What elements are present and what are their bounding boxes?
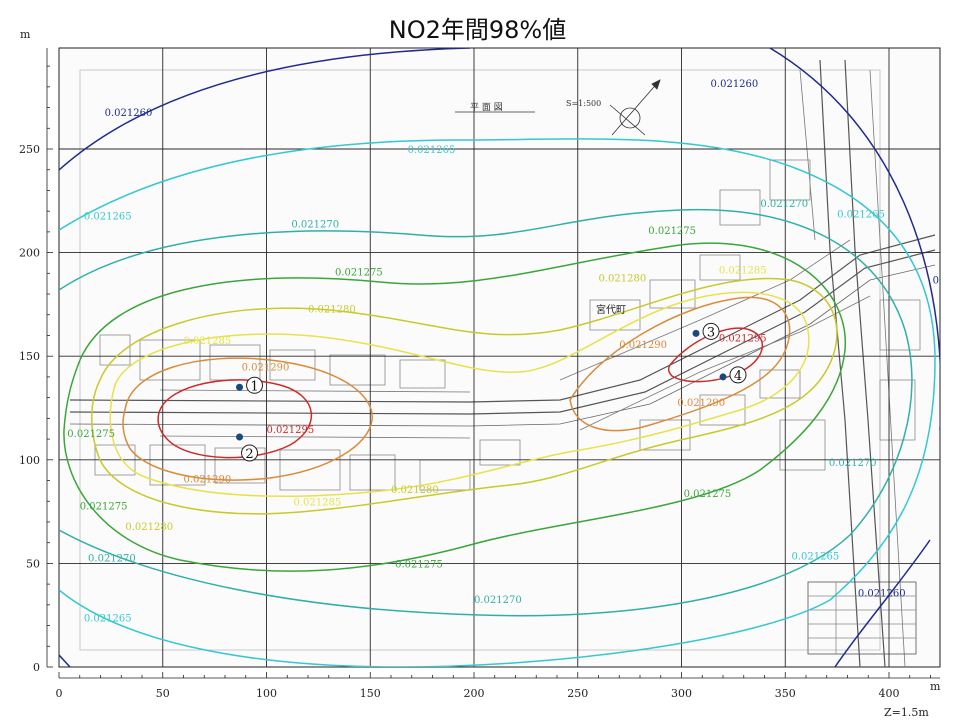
x-tick-label: 100	[256, 687, 277, 700]
contour-0.021280	[91, 277, 838, 515]
contour-0.021295	[157, 379, 313, 459]
map-frame	[58, 47, 941, 668]
contour-0.021260	[769, 48, 940, 430]
x-tick-label: 150	[360, 687, 381, 700]
x-tick-label: 50	[156, 687, 170, 700]
contour-0.021260	[834, 539, 931, 667]
contour-label: 0.021285	[719, 265, 767, 276]
measurement-point-dot	[236, 433, 244, 441]
concentration-contours	[59, 48, 940, 667]
measurement-point-label: 1	[250, 379, 258, 394]
measurement-point-badge	[729, 366, 747, 384]
contour-label: 0.021290	[242, 363, 290, 374]
contour-label: 0.021260	[858, 589, 906, 600]
contour-0.021290	[569, 296, 791, 432]
contour-label: 0.021260	[105, 108, 153, 119]
x-tick-label: 400	[879, 687, 900, 700]
x-tick-label: 300	[671, 687, 692, 700]
contour-label: 0.021260	[933, 276, 955, 287]
contour-label: 0.021280	[599, 274, 647, 285]
contour-label: 0.021280	[308, 305, 356, 316]
measurement-point-dot	[692, 329, 700, 337]
contour-label: 0.021265	[791, 551, 839, 562]
contour-0.021270	[59, 208, 913, 617]
contour-label: 0.021270	[829, 458, 877, 469]
town-label: 宮代町	[596, 303, 626, 316]
contour-label: 0.021295	[267, 425, 315, 436]
contour-label: 0.021275	[684, 489, 732, 500]
contour-label: 0.021270	[474, 595, 522, 606]
measurement-point-badge	[246, 376, 264, 394]
contour-label: 0.021275	[335, 267, 383, 278]
contour-label: 0.021290	[619, 340, 667, 351]
x-axis-unit: m	[930, 680, 941, 693]
z-height-note: Z=1.5m	[884, 706, 929, 719]
contour-label: 0.021275	[395, 560, 443, 571]
contour-label: 0.021295	[719, 334, 767, 345]
contour-label: 0.021280	[391, 485, 439, 496]
y-tick-label: 250	[19, 143, 40, 156]
contour-label: 0.021265	[84, 613, 132, 624]
contour-label: 0.021285	[293, 497, 341, 508]
y-tick-label: 0	[33, 661, 40, 674]
axes: 0 50 100 150 200 250 300 350 400 0 50 100 150 200 250	[19, 48, 940, 700]
y-tick-label: 100	[19, 454, 40, 467]
measurement-point-dot	[236, 383, 244, 391]
contour-label: 0.021265	[837, 209, 885, 220]
contour-label: 0.021285	[184, 336, 232, 347]
contour-0.021265	[59, 138, 936, 667]
measurement-point-label: 4	[734, 369, 742, 384]
contour-label: 0.021275	[648, 226, 696, 237]
contour-value-labels: 0.021260 0.021260 0.021260 0.021260 0.021265…	[67, 79, 955, 625]
contour-label: 0.021270	[291, 220, 339, 231]
scale-label: S=1:500	[566, 99, 601, 108]
y-axis-unit: m	[20, 28, 31, 41]
contour-label: 0.021270	[88, 553, 136, 564]
contour-label: 0.021275	[67, 429, 115, 440]
north-arrow-icon	[609, 79, 661, 136]
y-tick-label: 50	[26, 557, 40, 570]
contour-0.021260	[59, 654, 71, 667]
measurement-point-label: 2	[245, 447, 253, 462]
contour-0.021260	[59, 48, 471, 171]
y-tick-label: 200	[19, 247, 40, 260]
measurement-point-badge	[702, 322, 720, 340]
contour-label: 0.021280	[125, 522, 173, 533]
map-title: NO2年間98%値	[388, 16, 567, 44]
contour-0.021290	[122, 357, 373, 481]
plan-title-label: 平 面 図	[470, 102, 503, 113]
contour-0.021285	[109, 291, 810, 497]
x-tick-label: 200	[464, 687, 485, 700]
x-tick-label: 250	[567, 687, 588, 700]
contour-label: 0.021260	[711, 79, 759, 90]
contour-0.021275	[63, 242, 846, 572]
contour-label: 0.021290	[184, 475, 232, 486]
measurement-points: 1 2 3 4	[236, 322, 747, 462]
x-tick-label: 0	[56, 687, 63, 700]
measurement-point-badge	[241, 444, 259, 462]
y-tick-label: 150	[19, 350, 40, 363]
contour-label: 0.021290	[677, 398, 725, 409]
contour-label: 0.021275	[80, 502, 128, 513]
x-tick-label: 350	[775, 687, 796, 700]
contour-label: 0.021265	[408, 145, 456, 156]
measurement-point-dot	[719, 373, 727, 381]
contour-label: 0.021270	[760, 199, 808, 210]
contour-label: 0.021265	[84, 211, 132, 222]
coordinate-grid	[59, 48, 940, 667]
measurement-point-label: 3	[707, 325, 715, 340]
